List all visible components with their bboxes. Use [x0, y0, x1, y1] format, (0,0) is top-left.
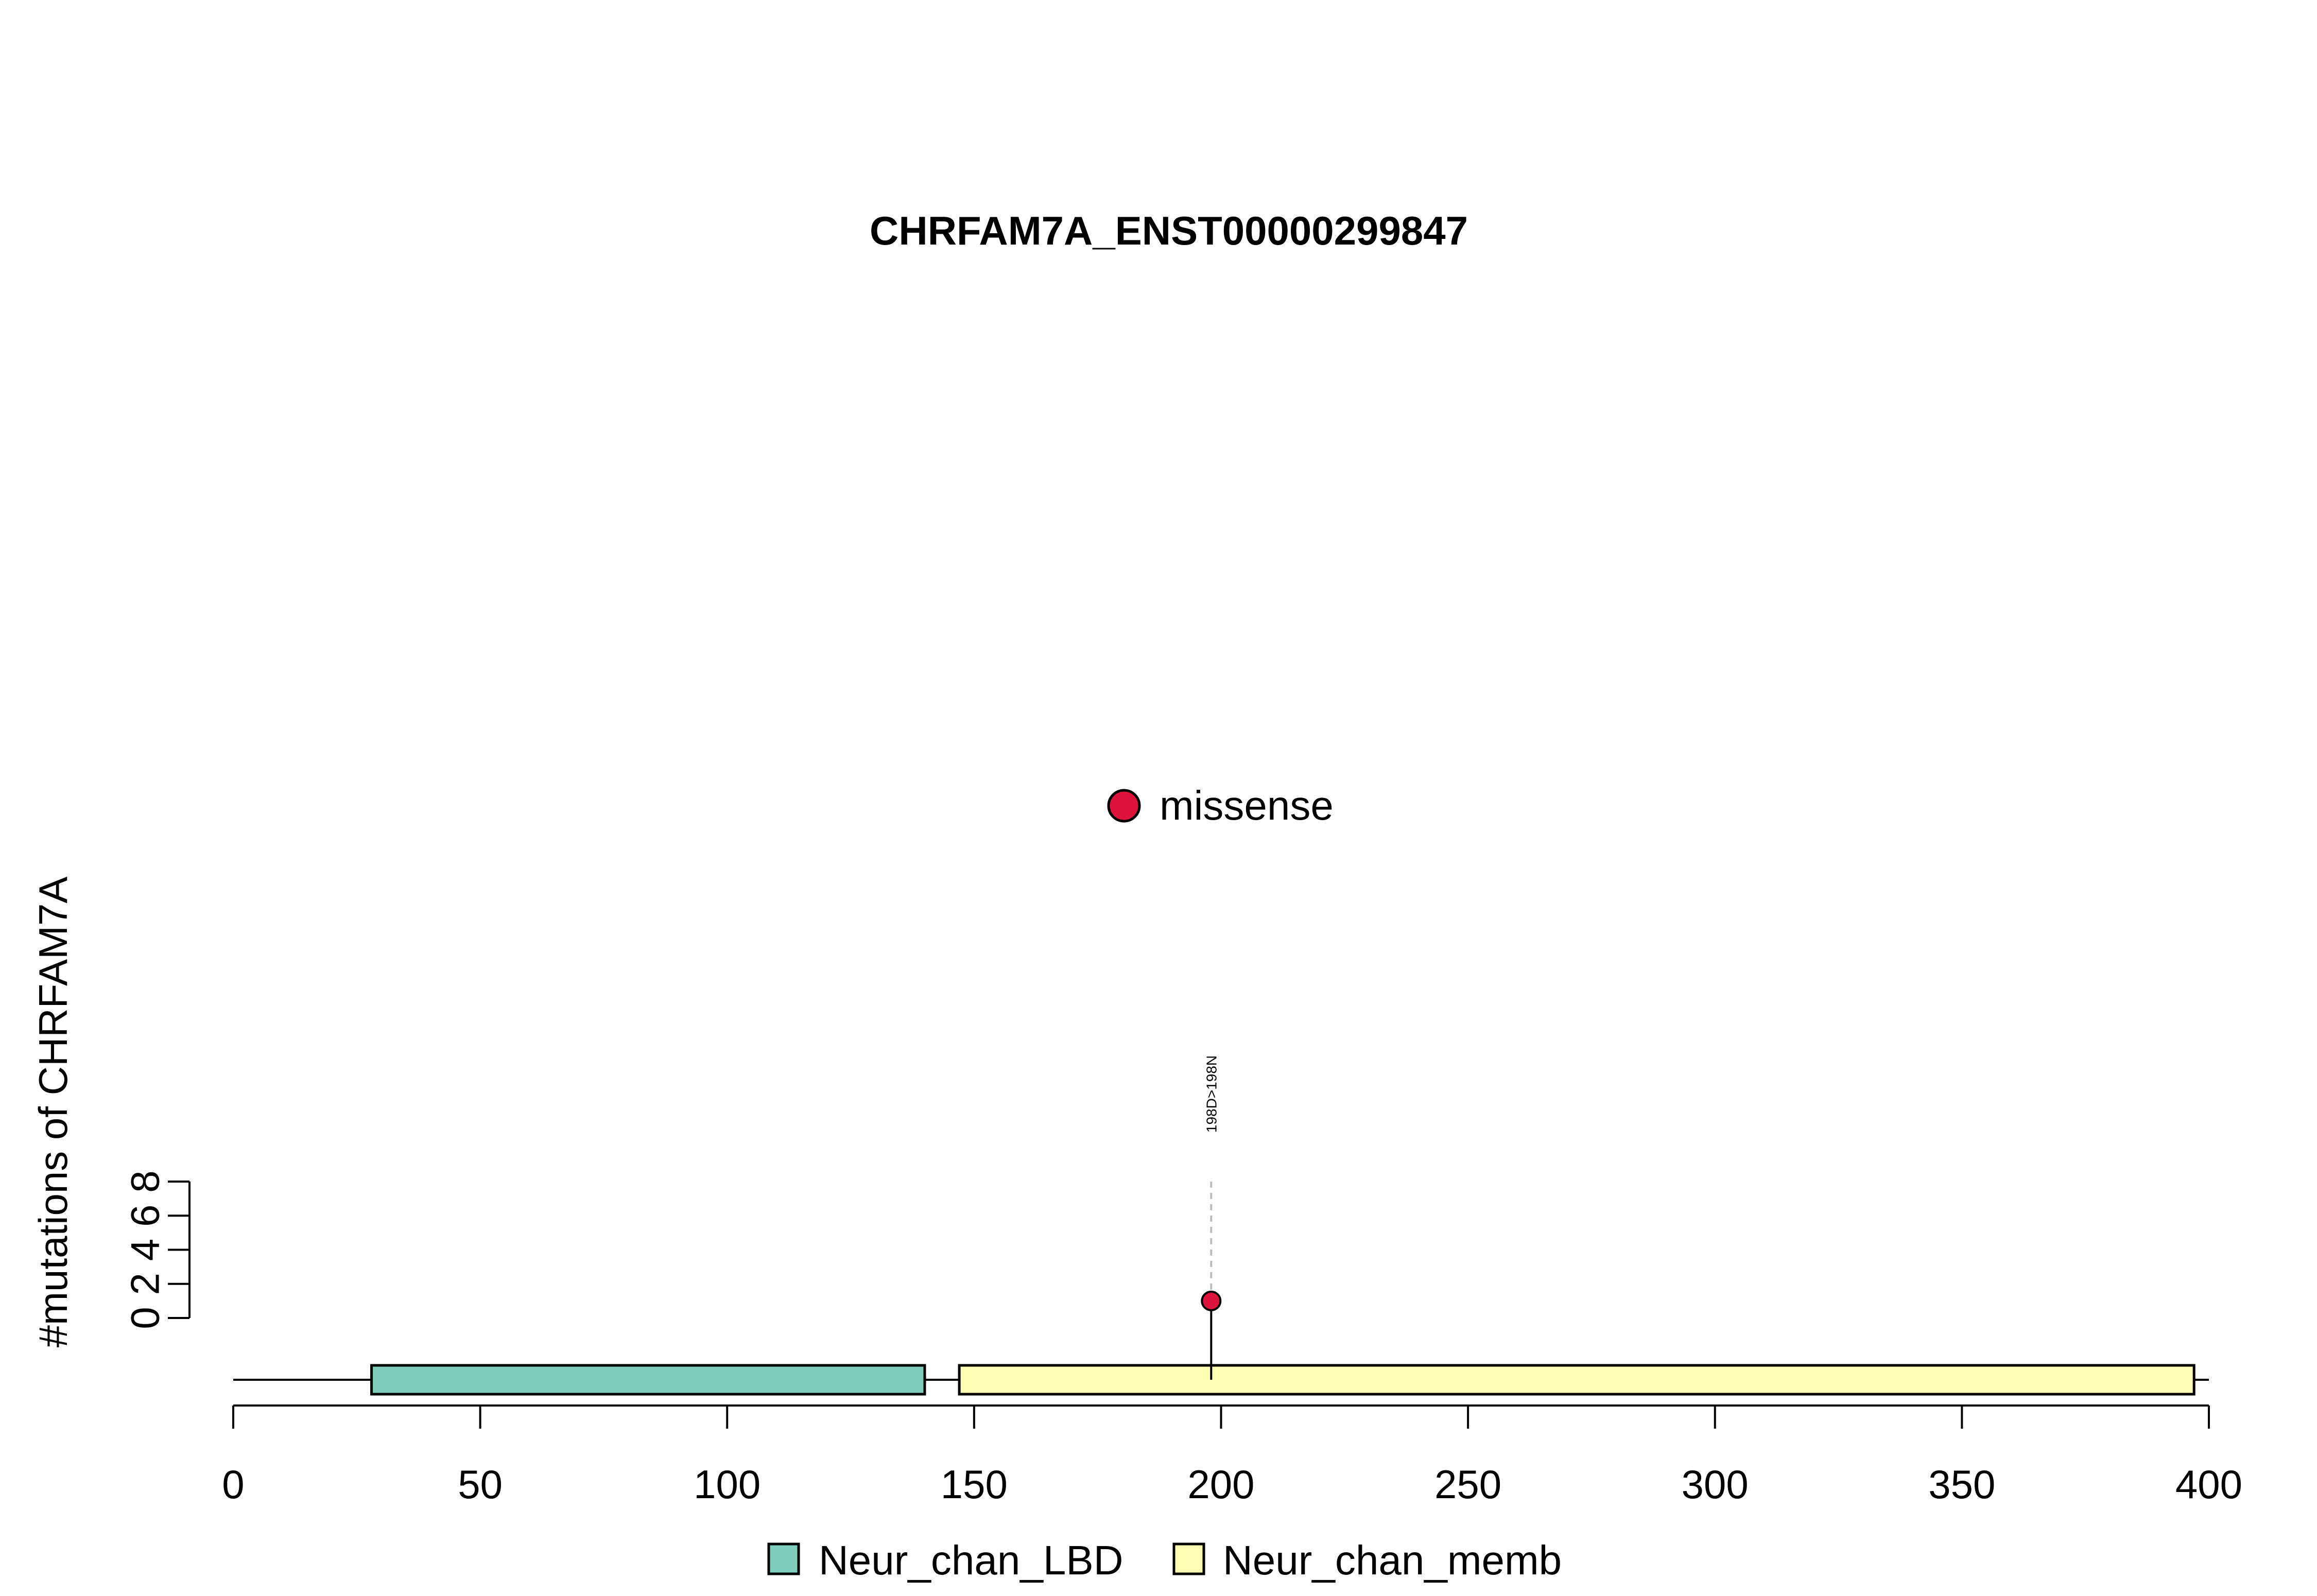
x-tick-label: 300	[1682, 1462, 1749, 1507]
legend-label: Neur_chan_LBD	[819, 1537, 1123, 1583]
mutation-label: 198D>198N	[1203, 1055, 1219, 1133]
y-axis: 0 2 4 6 8	[123, 1170, 191, 1329]
domain-boxes	[370, 1364, 2195, 1396]
domain-box	[370, 1364, 926, 1396]
x-tick-label: 150	[941, 1462, 1008, 1507]
x-tick-label: 250	[1434, 1462, 1501, 1507]
x-tick-label: 50	[458, 1462, 503, 1507]
x-tick-label: 100	[694, 1462, 760, 1507]
y-tick-label: 4	[123, 1239, 168, 1261]
x-tick-label: 350	[1928, 1462, 1995, 1507]
mutation-legend: missense	[1107, 783, 1334, 828]
x-tick-label: 200	[1187, 1462, 1254, 1507]
legend-swatch	[1172, 1542, 1205, 1575]
legend-swatch	[767, 1542, 800, 1575]
domain-legend: Neur_chan_LBD Neur_chan_memb	[767, 1537, 1562, 1583]
legend-swatch	[1107, 789, 1141, 823]
chart-title: CHRFAM7A_ENST00000299847	[870, 208, 1468, 253]
y-tick-label: 6	[123, 1205, 168, 1227]
mutation-lollipops: 198D>198N	[1201, 1055, 1222, 1380]
y-tick-label: 2	[123, 1273, 168, 1295]
legend-label: Neur_chan_memb	[1223, 1537, 1562, 1583]
y-tick-label: 8	[123, 1170, 168, 1192]
x-tick-label: 400	[2175, 1462, 2242, 1507]
domain-box	[958, 1364, 2195, 1396]
y-tick-label: 0	[123, 1307, 168, 1329]
legend-label: missense	[1160, 783, 1334, 828]
x-tick-label: 0	[222, 1462, 244, 1507]
mutation-point	[1201, 1290, 1222, 1311]
y-axis-label: #mutations of CHRFAM7A	[30, 877, 76, 1348]
x-axis: 0 50 100 150 200 250 300 350 400	[222, 1404, 2242, 1507]
